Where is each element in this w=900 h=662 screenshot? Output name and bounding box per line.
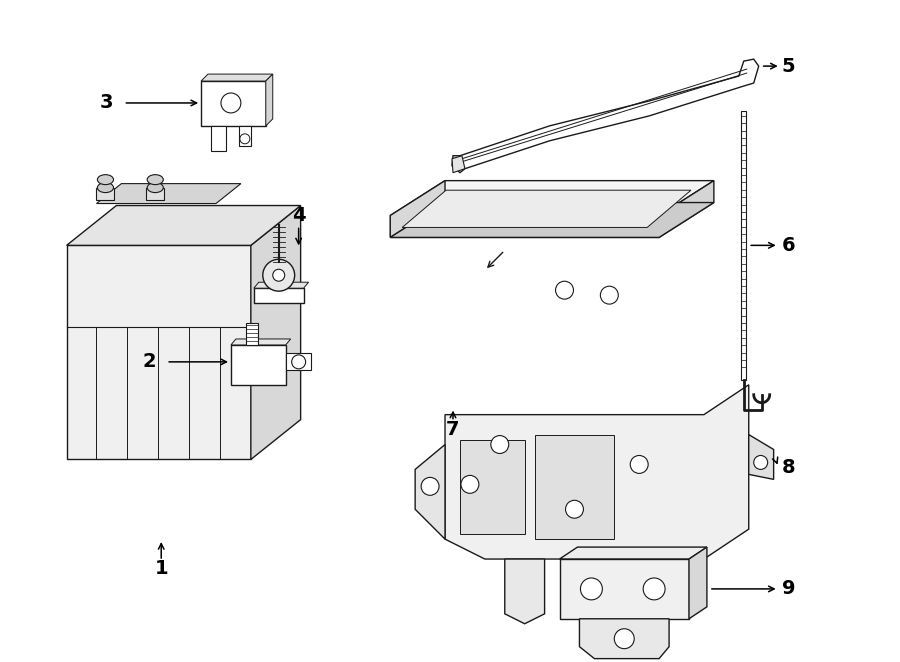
Circle shape — [644, 578, 665, 600]
Polygon shape — [749, 434, 774, 479]
Bar — [211, 126, 226, 151]
Text: 8: 8 — [782, 458, 796, 477]
Text: 3: 3 — [100, 93, 113, 113]
Polygon shape — [445, 385, 749, 559]
Bar — [231, 345, 285, 385]
Circle shape — [461, 475, 479, 493]
Bar — [96, 187, 114, 199]
Circle shape — [273, 269, 284, 281]
Polygon shape — [96, 183, 241, 203]
Polygon shape — [452, 156, 465, 173]
Bar — [238, 126, 251, 146]
Bar — [201, 81, 266, 126]
Polygon shape — [201, 74, 273, 81]
Polygon shape — [689, 547, 706, 619]
Bar — [560, 559, 689, 619]
Text: 6: 6 — [782, 236, 796, 255]
Circle shape — [580, 578, 602, 600]
Polygon shape — [659, 181, 714, 238]
Polygon shape — [67, 246, 251, 459]
Circle shape — [421, 477, 439, 495]
Polygon shape — [415, 444, 445, 539]
Text: 1: 1 — [155, 559, 168, 579]
Polygon shape — [560, 547, 706, 559]
Bar — [147, 187, 164, 199]
Circle shape — [221, 93, 241, 113]
Bar — [254, 288, 303, 303]
Text: 5: 5 — [782, 57, 796, 75]
Ellipse shape — [148, 175, 163, 185]
Circle shape — [292, 355, 306, 369]
Circle shape — [600, 286, 618, 304]
Polygon shape — [402, 190, 691, 228]
Polygon shape — [391, 181, 714, 216]
Polygon shape — [580, 619, 669, 659]
Bar — [246, 323, 257, 345]
Ellipse shape — [148, 183, 163, 193]
Ellipse shape — [97, 183, 113, 193]
Text: 9: 9 — [782, 579, 796, 598]
Circle shape — [240, 134, 250, 144]
Polygon shape — [254, 282, 309, 288]
Circle shape — [630, 455, 648, 473]
Polygon shape — [535, 434, 615, 539]
Polygon shape — [391, 216, 659, 238]
Circle shape — [555, 281, 573, 299]
Text: 2: 2 — [142, 352, 156, 371]
Bar — [742, 111, 746, 380]
Polygon shape — [574, 559, 619, 619]
Polygon shape — [460, 440, 525, 534]
Polygon shape — [251, 205, 301, 459]
Circle shape — [263, 260, 294, 291]
Text: 7: 7 — [446, 420, 460, 439]
Polygon shape — [285, 353, 310, 370]
Polygon shape — [452, 59, 759, 173]
Text: 4: 4 — [292, 206, 305, 225]
Ellipse shape — [97, 175, 113, 185]
Polygon shape — [391, 181, 445, 238]
Polygon shape — [67, 205, 301, 246]
Circle shape — [753, 455, 768, 469]
Circle shape — [491, 436, 508, 453]
Polygon shape — [266, 74, 273, 126]
Circle shape — [615, 629, 634, 649]
Polygon shape — [391, 203, 714, 238]
Circle shape — [565, 500, 583, 518]
Polygon shape — [505, 559, 544, 624]
Polygon shape — [231, 339, 291, 345]
